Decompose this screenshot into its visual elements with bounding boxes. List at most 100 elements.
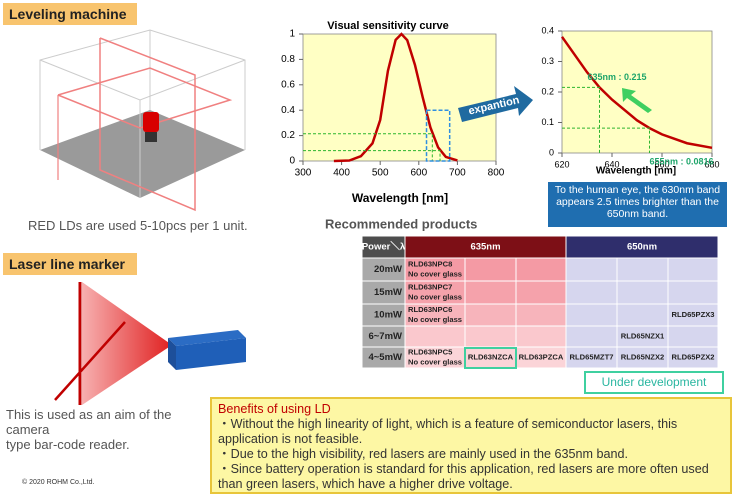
- x-tick-label: 300: [295, 168, 312, 179]
- product-cell: [464, 303, 517, 327]
- product-cell: [515, 325, 567, 348]
- product-cell: [667, 346, 719, 369]
- y-tick-label: 0.1: [541, 117, 554, 127]
- y-tick-label: 1: [289, 29, 295, 40]
- table: Power＼λ 635nm 650nm 20mW RLD63NPC8 No cover g…: [361, 235, 719, 369]
- product-cell: [667, 257, 719, 282]
- product-cell: [464, 325, 517, 348]
- product-note: No cover glass: [408, 293, 462, 302]
- caption-line: type bar-code reader.: [6, 437, 130, 452]
- footer: © 2020 ROHM Co.,Ltd.: [22, 478, 95, 486]
- annotation: 655nm : 0.0816: [650, 156, 714, 166]
- line-series: [560, 36, 713, 150]
- y-tick-label: 0.2: [541, 86, 554, 96]
- zoom-box: [425, 109, 451, 162]
- y-tick-label: 0.4: [281, 105, 295, 116]
- y-tick-label: 0.8: [281, 54, 295, 65]
- y-tick-label: 0: [289, 156, 295, 167]
- benefits-title: Benefits of using LD: [218, 402, 331, 416]
- product-name: RLD63NZCA: [468, 353, 514, 362]
- benefit-item: ・Since battery operation is standard for…: [218, 462, 709, 491]
- caption: RED LDs are used 5-10pcs per 1 unit.: [28, 218, 248, 233]
- product-cell: [616, 303, 669, 327]
- plot-area: [302, 33, 497, 162]
- product-name: RLD65PZX3: [671, 310, 714, 319]
- y-tick-label: 0.4: [541, 25, 554, 35]
- guide-line: [303, 150, 441, 161]
- benefit-item: ・Without the high linearity of light, wh…: [218, 417, 678, 446]
- benefit-item: ・Due to the high visibility, red lasers …: [218, 447, 628, 461]
- x-tick-label: 700: [449, 168, 466, 179]
- product-cell: [667, 325, 719, 348]
- product-cell: [464, 257, 517, 282]
- guide-line: [562, 86, 600, 153]
- y-tick-label: 0: [549, 147, 554, 157]
- x-axis-label: Wavelength [nm]: [352, 191, 448, 205]
- y-tick-label: 0.6: [281, 79, 295, 90]
- legend-development: Under development: [584, 371, 724, 394]
- x-tick-label: 680: [704, 159, 719, 169]
- section-title: Leveling machine: [3, 3, 137, 25]
- product-cell: [515, 257, 567, 282]
- product-cell: [667, 280, 719, 305]
- annotation-arrow: [622, 88, 652, 113]
- leveling-illustration: [39, 29, 246, 212]
- caption: This is used as an aim of the camera typ…: [6, 407, 171, 452]
- marker-illustration: [54, 282, 246, 405]
- product-name: RLD65PZX2: [671, 353, 714, 362]
- product-name: RLD63NPC5: [408, 348, 453, 357]
- product-cell: [616, 280, 669, 305]
- y-tick-label: 0.2: [281, 130, 295, 141]
- product-cell: [616, 257, 669, 282]
- guide-line: [303, 133, 433, 161]
- caption-line: This is used as an aim of the: [6, 407, 172, 422]
- x-tick-label: 800: [488, 168, 505, 179]
- product-cell: [404, 325, 466, 348]
- power-label: 20mW: [374, 264, 402, 275]
- power-label: 10mW: [374, 310, 402, 321]
- benefits-box: Benefits of using LD ・Without the high l…: [210, 397, 732, 494]
- product-cell: [565, 303, 618, 327]
- product-name: RLD65MZT7: [570, 353, 614, 362]
- x-axis-label: Wavelength [nm]: [596, 166, 676, 177]
- guide-line: [562, 127, 650, 153]
- product-cell: [515, 280, 567, 305]
- product-name: RLD63PZCA: [519, 353, 564, 362]
- table-title: Recommended products: [325, 216, 477, 231]
- header-label: 650nm: [627, 242, 657, 253]
- product-name: RLD63NPC7: [408, 283, 452, 292]
- x-tick-label: 500: [372, 168, 389, 179]
- product-cell: [515, 303, 567, 327]
- product-name: RLD63NPC8: [408, 260, 452, 269]
- product-note: No cover glass: [408, 358, 462, 367]
- plot-area: [561, 30, 713, 154]
- product-cell: [565, 325, 618, 348]
- product-name: RLD63NPC6: [408, 305, 452, 314]
- product-cell: [565, 280, 618, 305]
- annotation: 635nm : 0.215: [588, 72, 647, 82]
- power-label: 15mW: [374, 287, 402, 298]
- product-note: No cover glass: [408, 315, 462, 324]
- product-cell: [565, 257, 618, 282]
- x-tick-label: 660: [654, 159, 669, 169]
- x-tick-label: 600: [410, 168, 427, 179]
- product-name: RLD65NZX2: [621, 353, 664, 362]
- header-label: Power＼λ: [362, 241, 406, 253]
- product-cell: [464, 280, 517, 305]
- expansion-arrow: [458, 86, 533, 122]
- y-tick-label: 0.3: [541, 56, 554, 66]
- line-series: [333, 32, 458, 163]
- development-highlight: [464, 347, 517, 369]
- power-label: 6~7mW: [368, 331, 402, 342]
- note: To the human eye, the 630nm band appears…: [548, 182, 727, 227]
- chart-title: Visual sensitivity curve: [327, 20, 448, 32]
- section-title: Laser line marker: [3, 253, 137, 275]
- x-tick-label: 620: [554, 159, 569, 169]
- x-tick-label: 400: [333, 168, 350, 179]
- caption-line: camera: [6, 422, 50, 437]
- header-label: 635nm: [470, 242, 500, 253]
- power-label: 4~5mW: [368, 352, 402, 363]
- product-name: RLD65NZX1: [621, 332, 665, 341]
